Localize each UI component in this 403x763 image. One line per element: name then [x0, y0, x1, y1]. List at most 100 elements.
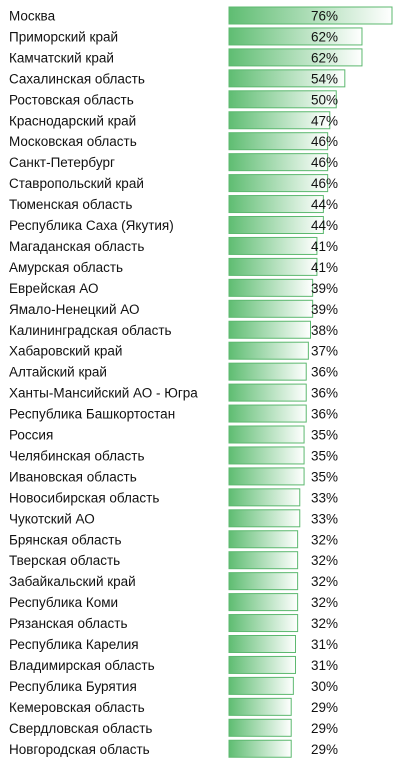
row-label: Владимирская область [9, 658, 155, 673]
bar-value-label: 50% [311, 92, 338, 107]
bar-value-label: 76% [311, 9, 338, 24]
bar [228, 320, 311, 339]
bar [228, 655, 296, 674]
bar-value-label: 32% [311, 574, 338, 589]
bar-value-label: 32% [311, 553, 338, 568]
bar [228, 446, 305, 465]
bar [228, 362, 307, 381]
row-label: Рязанская область [9, 616, 128, 631]
row-label: Республика Коми [9, 595, 118, 610]
bar-value-label: 37% [311, 344, 338, 359]
row-label: Кемеровская область [9, 700, 145, 715]
row-label: Ростовская область [9, 92, 134, 107]
bar-value-label: 46% [311, 155, 338, 170]
row-label: Ставропольский край [9, 176, 144, 191]
bar-value-label: 62% [311, 50, 338, 65]
bar [228, 278, 314, 297]
bar [228, 257, 318, 276]
bar [228, 383, 307, 402]
bar [228, 216, 324, 234]
bar-value-label: 35% [311, 428, 338, 443]
bar [228, 299, 314, 318]
bar [228, 509, 301, 528]
bar-value-label: 38% [311, 323, 338, 338]
chart-rows: Москва 76% Приморский край 62% Камчатский кр… [9, 6, 393, 758]
bar [228, 69, 346, 88]
bar [228, 236, 318, 255]
row-label: Челябинская область [9, 448, 144, 463]
row-label: Краснодарский край [9, 113, 136, 128]
row-label: Тверская область [9, 553, 120, 568]
bar [228, 111, 331, 130]
bar-value-label: 46% [311, 134, 338, 149]
row-label: Новосибирская область [9, 490, 159, 505]
bar-value-label: 41% [311, 239, 338, 254]
bar [228, 48, 363, 67]
bar-value-label: 30% [311, 679, 338, 694]
bar [228, 551, 299, 570]
row-label: Калининградская область [9, 323, 172, 338]
row-label: Москва [9, 9, 56, 24]
row-label: Тюменская область [9, 197, 132, 212]
row-label: Ханты-Мансийский АО - Югра [9, 386, 198, 401]
bar [228, 530, 299, 549]
bar [228, 488, 301, 507]
bar-value-label: 31% [311, 658, 338, 673]
bar [228, 90, 337, 109]
bar-value-label: 32% [311, 532, 338, 547]
bar-value-label: 41% [311, 260, 338, 275]
row-label: Свердловская область [9, 721, 152, 736]
row-label: Чукотский АО [9, 511, 95, 526]
bar [228, 697, 292, 716]
bar-value-label: 29% [311, 700, 338, 715]
bar-value-label: 46% [311, 176, 338, 191]
bar-value-label: 47% [311, 113, 338, 128]
bar [228, 174, 329, 193]
bar [228, 593, 299, 612]
bar [228, 676, 294, 695]
bar [228, 467, 305, 486]
row-label: Хабаровский край [9, 344, 122, 359]
bar [228, 341, 309, 360]
row-label: Ямало-Ненецкий АО [9, 302, 139, 317]
bar [228, 6, 393, 25]
bar [228, 572, 299, 591]
bar [228, 153, 329, 172]
row-label: Санкт-Петербург [9, 155, 115, 170]
bar [228, 132, 329, 151]
bar-value-label: 29% [311, 742, 338, 757]
row-label: Россия [9, 428, 53, 443]
bar-value-label: 62% [311, 29, 338, 44]
bar-value-label: 31% [311, 637, 338, 652]
bar-value-label: 36% [311, 386, 338, 401]
row-label: Еврейская АО [9, 281, 98, 296]
bar-value-label: 54% [311, 71, 338, 86]
bar-value-label: 35% [311, 448, 338, 463]
bar [228, 635, 296, 653]
row-label: Республика Башкортостан [9, 407, 175, 422]
row-label: Амурская область [9, 260, 123, 275]
bar [228, 614, 299, 633]
bar-value-label: 33% [311, 490, 338, 505]
bar-value-label: 44% [311, 197, 338, 212]
row-label: Камчатский край [9, 50, 114, 65]
bar [228, 27, 363, 46]
row-label: Новгородская область [9, 742, 150, 757]
row-label: Республика Карелия [9, 637, 139, 652]
bar [228, 718, 292, 737]
bar-value-label: 32% [311, 595, 338, 610]
bar-value-label: 32% [311, 616, 338, 631]
row-label: Республика Бурятия [9, 679, 137, 694]
row-label: Сахалинская область [9, 71, 145, 86]
row-label: Брянская область [9, 532, 122, 547]
bar-value-label: 36% [311, 407, 338, 422]
row-label: Магаданская область [9, 239, 144, 254]
row-label: Республика Саха (Якутия) [9, 218, 174, 233]
bar-value-label: 29% [311, 721, 338, 736]
row-label: Забайкальский край [9, 574, 136, 589]
row-label: Ивановская область [9, 469, 137, 484]
bar [228, 404, 307, 423]
bar-value-label: 39% [311, 281, 338, 296]
row-label: Алтайский край [9, 365, 107, 380]
bar [228, 425, 305, 444]
